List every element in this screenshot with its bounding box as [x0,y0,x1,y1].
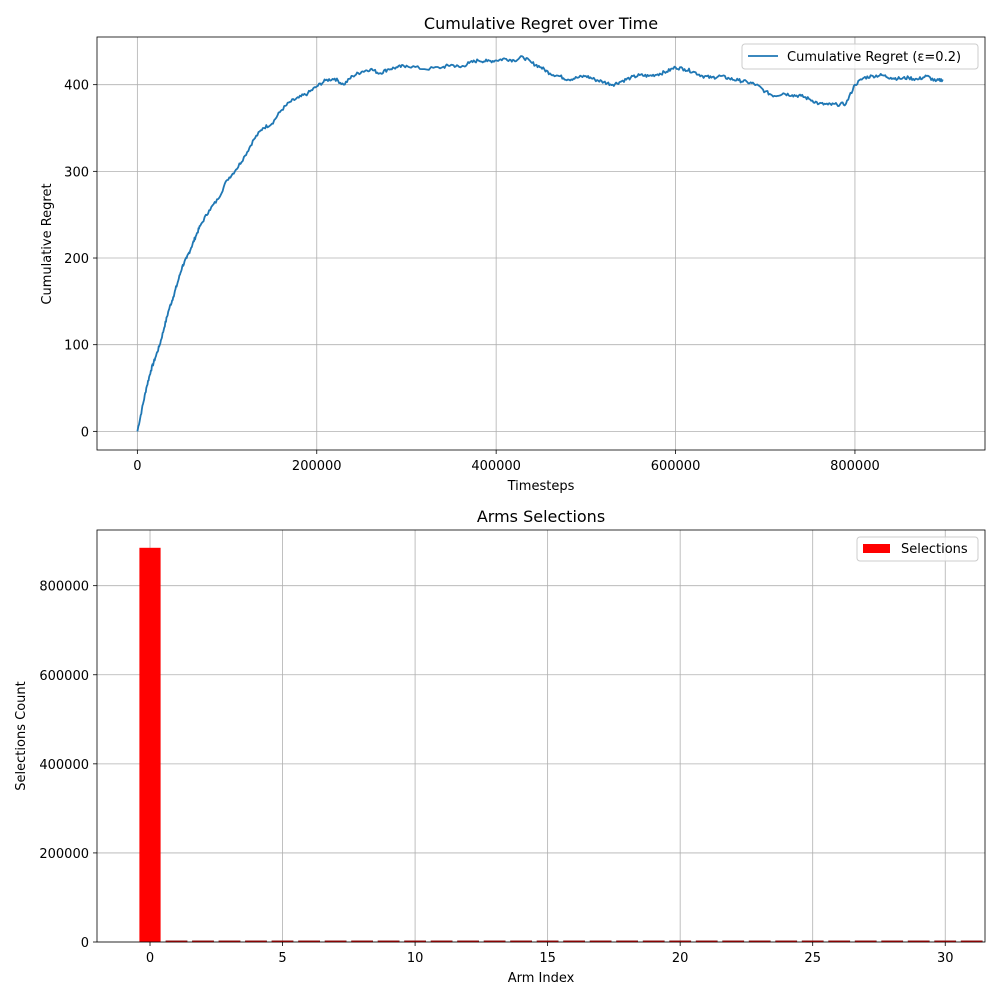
x-tick-label: 5 [278,951,286,966]
legend-frame [741,43,979,70]
x-tick-label: 10 [407,951,424,966]
y-tick-label: 400000 [39,758,89,773]
y-tick-label: 600000 [39,669,89,684]
y-tick-label: 200 [64,252,89,267]
chart-title: Cumulative Regret over Time [424,14,658,33]
x-tick-label: 15 [539,951,556,966]
y-tick-label: 100 [64,339,89,354]
legend-bar-swatch [863,544,890,553]
x-axis-label: Arm Index [508,971,575,986]
x-tick-label: 30 [937,951,954,966]
y-axis-label: Cumulative Regret [40,183,55,304]
x-tick-label: 0 [146,951,154,966]
x-tick-label: 25 [804,951,821,966]
legend-frame [856,536,979,562]
y-tick-label: 300 [64,165,89,180]
x-tick-label: 600000 [651,459,701,474]
arms-selections-chart: Arms Selections 0 5 10 15 20 25 30 0 200000 4000… [14,507,986,986]
y-tick-label: 800000 [39,580,89,595]
plot-area-frame [96,529,986,943]
legend-label: Selections [901,542,968,557]
x-tick-label: 0 [133,459,141,474]
x-tick-label: 20 [672,951,689,966]
y-tick-label: 0 [81,936,89,951]
x-axis-label: Timesteps [507,479,575,494]
x-tick-label: 400000 [471,459,521,474]
x-tick-label: 200000 [292,459,342,474]
plot-area-frame [96,36,986,451]
y-tick-label: 400 [64,79,89,94]
chart-title: Arms Selections [477,507,605,526]
y-tick-label: 0 [81,425,89,440]
regret-series-line [136,55,944,432]
y-tick-label: 200000 [39,847,89,862]
x-tick-label: 800000 [830,459,880,474]
bar-arm-0 [139,547,161,942]
legend-label: Cumulative Regret (ε=0.2) [787,50,961,65]
legend: Cumulative Regret (ε=0.2) [741,43,979,70]
y-axis-label: Selections Count [14,681,29,790]
legend: Selections [856,536,979,562]
regret-chart: Cumulative Regret over Time 0 200000 40000… [40,14,986,494]
